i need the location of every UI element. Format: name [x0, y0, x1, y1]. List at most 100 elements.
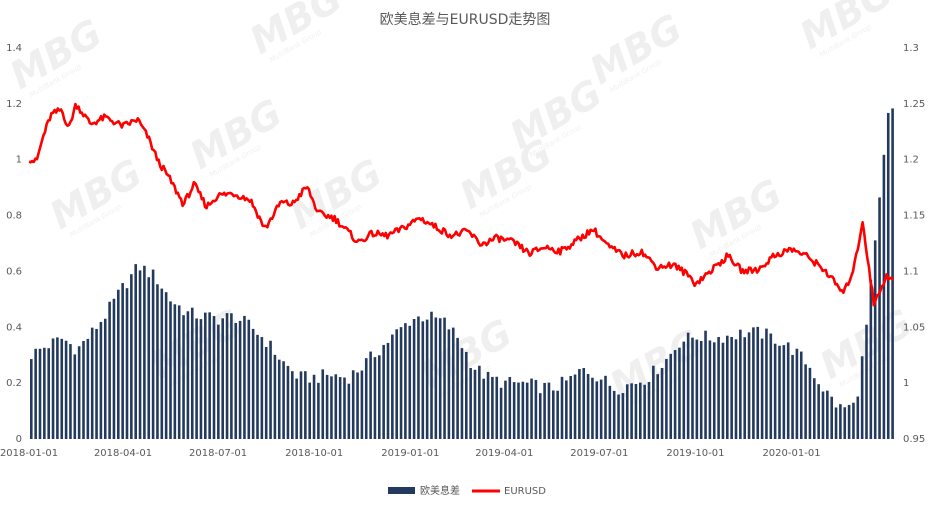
svg-text:MBG: MBG: [793, 0, 900, 58]
spread-bar: [447, 329, 451, 439]
spread-bar: [264, 347, 268, 439]
x-tick-label: 2018-01-01: [0, 448, 58, 459]
spread-bar: [660, 367, 664, 439]
spread-bar: [734, 339, 738, 439]
spread-bar: [843, 407, 847, 439]
spread-bar: [791, 354, 794, 439]
spread-bar: [356, 372, 359, 439]
spread-bar: [304, 371, 307, 439]
spread-bar: [834, 407, 838, 439]
eurusd-line: [28, 102, 895, 307]
legend: 欧美息差 EURUSD: [388, 484, 546, 497]
spread-bar: [813, 378, 816, 439]
spread-bar: [208, 312, 211, 439]
left-tick-label: 0.2: [6, 378, 22, 389]
spread-bar: [69, 344, 72, 439]
spread-bar: [656, 374, 659, 439]
spread-bar: [717, 337, 720, 439]
spread-bar: [721, 342, 725, 439]
spread-bar: [782, 345, 786, 439]
spread-bar: [839, 404, 842, 439]
left-tick-label: 0.6: [6, 266, 22, 277]
spread-bar: [243, 315, 246, 439]
spread-bar: [77, 346, 81, 439]
x-tick-label: 2019-01-01: [381, 448, 439, 459]
spread-bar: [630, 383, 633, 439]
spread-bar: [634, 384, 638, 439]
spread-bar: [369, 351, 372, 439]
spread-bar: [86, 338, 90, 439]
spread-bar: [238, 320, 242, 439]
spread-bar: [604, 375, 607, 439]
spread-bar: [95, 328, 98, 439]
right-tick-label: 1.3: [903, 43, 919, 54]
chart-title: 欧美息差与EURUSD走势图: [380, 11, 551, 28]
right-tick-label: 1: [903, 378, 909, 389]
spread-bar: [856, 396, 860, 439]
spread-bar: [382, 344, 385, 439]
spread-bar: [434, 317, 438, 439]
spread-bar: [752, 327, 755, 439]
right-tick-label: 0.95: [903, 434, 925, 445]
spread-bar: [247, 319, 251, 439]
spread-bar: [460, 348, 464, 439]
left-tick-label: 0.4: [6, 322, 22, 333]
spread-bar: [473, 369, 477, 439]
spread-bar: [256, 334, 259, 439]
spread-bar: [195, 318, 198, 439]
spread-bar: [291, 371, 294, 439]
spread-bar: [804, 364, 807, 439]
spread-bar: [499, 387, 503, 439]
spread-bar: [608, 385, 612, 439]
spread-bar: [64, 340, 68, 439]
spread-bar: [343, 377, 346, 439]
spread-bar: [808, 367, 812, 439]
spread-bar: [852, 402, 855, 439]
spread-bar: [378, 355, 381, 439]
spread-bar: [682, 341, 686, 439]
spread-bar: [204, 312, 207, 439]
spread-bar: [652, 365, 655, 439]
spread-bar: [869, 279, 873, 439]
spread-bar: [521, 381, 525, 439]
spread-bar: [525, 382, 529, 439]
spread-bar: [451, 327, 455, 439]
spread-bar: [412, 319, 416, 439]
spread-bar: [730, 336, 733, 439]
spread-bar: [134, 264, 137, 439]
spread-bar: [865, 324, 868, 439]
spread-bar: [891, 108, 894, 440]
spread-bar: [708, 340, 712, 439]
spread-bar: [217, 324, 220, 439]
spread-bar: [317, 382, 320, 439]
right-tick-label: 1.05: [903, 322, 925, 333]
spread-bar: [699, 341, 703, 439]
spread-bar: [482, 378, 485, 439]
spread-bar: [882, 154, 886, 439]
spread-bar: [73, 354, 77, 439]
x-tick-label: 2018-10-01: [285, 448, 343, 459]
x-tick-label: 2019-10-01: [666, 448, 724, 459]
spread-bar: [621, 393, 625, 439]
spread-bar: [860, 356, 864, 439]
spread-bar: [182, 315, 185, 439]
spread-bar: [647, 382, 651, 439]
left-tick-label: 0.8: [6, 211, 22, 222]
spread-bar: [612, 390, 616, 439]
left-tick-label: 0: [16, 434, 22, 445]
legend-label-spread: 欧美息差: [420, 484, 460, 497]
spread-bar: [578, 369, 581, 439]
spread-bar: [234, 322, 238, 439]
spread-bar: [847, 404, 851, 439]
spread-bar: [747, 332, 751, 439]
x-tick-label: 2018-07-01: [189, 448, 247, 459]
bar-series-spread: [30, 108, 894, 440]
spread-bar: [117, 289, 120, 439]
spread-bar: [456, 337, 459, 439]
spread-bar: [726, 335, 729, 439]
spread-bar: [82, 340, 85, 439]
spread-bar: [504, 380, 507, 439]
spread-bar: [408, 325, 412, 439]
